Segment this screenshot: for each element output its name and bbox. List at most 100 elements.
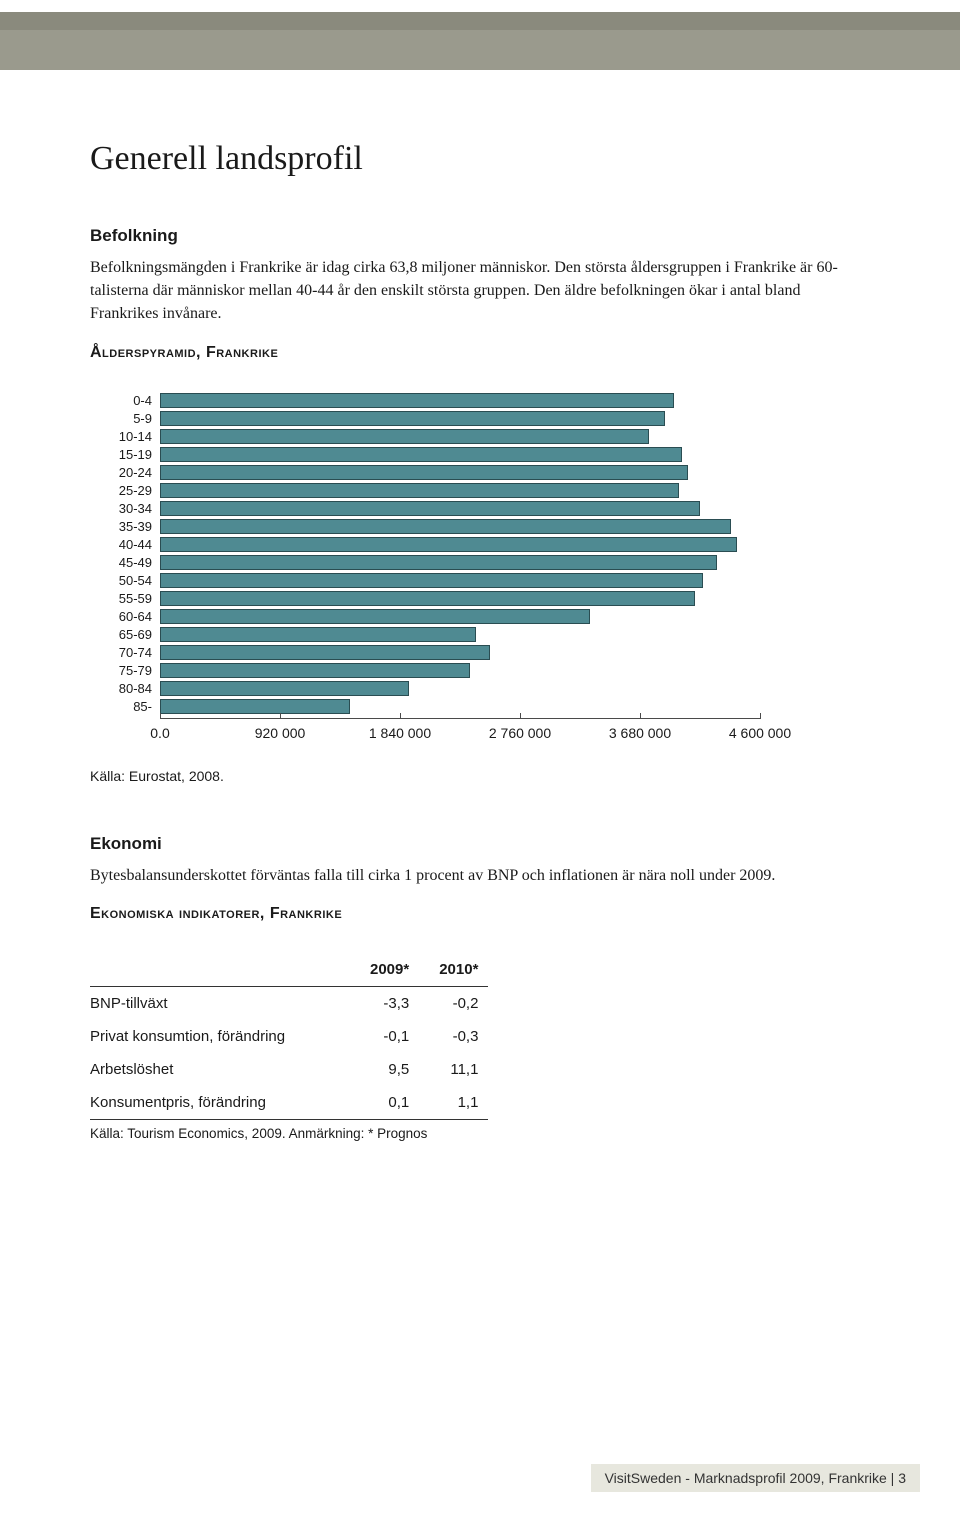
bar (160, 393, 674, 408)
table-row: Konsumentpris, förändring0,11,1 (90, 1086, 488, 1120)
axis-tick-label: 2 760 000 (489, 725, 551, 741)
bar (160, 537, 737, 552)
bar-row: 45-49 (160, 554, 790, 572)
bar (160, 681, 409, 696)
bar-row: 5-9 (160, 410, 790, 428)
bar-category-label: 20-24 (90, 464, 152, 482)
table-cell: 11,1 (419, 1053, 488, 1086)
axis-tick-label: 1 840 000 (369, 725, 431, 741)
bar-category-label: 45-49 (90, 554, 152, 572)
bar (160, 663, 470, 678)
befolkning-text: Befolkningsmängden i Frankrike är idag c… (90, 256, 870, 326)
bar-row: 60-64 (160, 608, 790, 626)
table-row: BNP-tillväxt-3,3-0,2 (90, 986, 488, 1020)
axis-tick (280, 713, 281, 719)
header-band (0, 12, 960, 70)
bar-row: 80-84 (160, 680, 790, 698)
bar-category-label: 15-19 (90, 446, 152, 464)
axis-tick-label: 4 600 000 (729, 725, 791, 741)
table-cell: -0,2 (419, 986, 488, 1020)
bar-row: 30-34 (160, 500, 790, 518)
bar-row: 65-69 (160, 626, 790, 644)
bar-category-label: 35-39 (90, 518, 152, 536)
bar (160, 591, 695, 606)
bar-row: 50-54 (160, 572, 790, 590)
bar (160, 483, 679, 498)
bar (160, 645, 490, 660)
axis-tick-label: 3 680 000 (609, 725, 671, 741)
bar-row: 10-14 (160, 428, 790, 446)
bar (160, 429, 649, 444)
bar-row: 15-19 (160, 446, 790, 464)
table-cell: 9,5 (350, 1053, 419, 1086)
table-header-cell (90, 953, 350, 987)
econ-table-note: Källa: Tourism Economics, 2009. Anmärkni… (90, 1126, 870, 1141)
bar (160, 465, 688, 480)
bar-category-label: 65-69 (90, 626, 152, 644)
bar-row: 20-24 (160, 464, 790, 482)
bar-row: 40-44 (160, 536, 790, 554)
age-pyramid-chart: 0-45-910-1415-1920-2425-2930-3435-3940-4… (90, 392, 870, 758)
table-header-cell: 2009* (350, 953, 419, 987)
bar-category-label: 60-64 (90, 608, 152, 626)
bar-category-label: 85- (90, 698, 152, 716)
axis-tick (160, 713, 161, 719)
table-cell: Arbetslöshet (90, 1053, 350, 1086)
bar (160, 627, 476, 642)
bar (160, 573, 703, 588)
bar-category-label: 5-9 (90, 410, 152, 428)
bar (160, 519, 731, 534)
bar-row: 55-59 (160, 590, 790, 608)
bar-category-label: 10-14 (90, 428, 152, 446)
bar-category-label: 55-59 (90, 590, 152, 608)
table-cell: -0,3 (419, 1020, 488, 1053)
header-band-stripe (0, 12, 960, 30)
table-row: Arbetslöshet9,511,1 (90, 1053, 488, 1086)
bar-category-label: 50-54 (90, 572, 152, 590)
ekonomi-text: Bytesbalansunderskottet förväntas falla … (90, 864, 870, 887)
bar-category-label: 25-29 (90, 482, 152, 500)
bar-row: 25-29 (160, 482, 790, 500)
page-content: Generell landsprofil Befolkning Befolkni… (0, 70, 960, 1141)
page-footer: VisitSweden - Marknadsprofil 2009, Frank… (591, 1464, 920, 1492)
pyramid-heading: Ålderspyramid, Frankrike (90, 344, 870, 362)
table-cell: BNP-tillväxt (90, 986, 350, 1020)
bar-category-label: 30-34 (90, 500, 152, 518)
bar-category-label: 40-44 (90, 536, 152, 554)
table-cell: Konsumentpris, förändring (90, 1086, 350, 1120)
bar-row: 85- (160, 698, 790, 716)
bar-category-label: 75-79 (90, 662, 152, 680)
bar (160, 609, 590, 624)
axis-tick-label: 0.0 (150, 725, 169, 741)
table-cell: -3,3 (350, 986, 419, 1020)
table-cell: -0,1 (350, 1020, 419, 1053)
table-cell: 1,1 (419, 1086, 488, 1120)
befolkning-heading: Befolkning (90, 226, 870, 246)
econ-table-heading: Ekonomiska indikatorer, Frankrike (90, 905, 870, 923)
table-row: Privat konsumtion, förändring-0,1-0,3 (90, 1020, 488, 1053)
bar-category-label: 70-74 (90, 644, 152, 662)
bar (160, 501, 700, 516)
pyramid-source: Källa: Eurostat, 2008. (90, 768, 870, 784)
bar-row: 0-4 (160, 392, 790, 410)
bar-category-label: 80-84 (90, 680, 152, 698)
bar-row: 75-79 (160, 662, 790, 680)
axis-tick (400, 713, 401, 719)
bar-category-label: 0-4 (90, 392, 152, 410)
table-cell: 0,1 (350, 1086, 419, 1120)
page-title: Generell landsprofil (90, 140, 870, 178)
bar-row: 70-74 (160, 644, 790, 662)
axis-tick (520, 713, 521, 719)
econ-indicators-table: 2009*2010* BNP-tillväxt-3,3-0,2Privat ko… (90, 953, 488, 1120)
table-cell: Privat konsumtion, förändring (90, 1020, 350, 1053)
bar (160, 411, 665, 426)
ekonomi-heading: Ekonomi (90, 834, 870, 854)
table-header-cell: 2010* (419, 953, 488, 987)
axis-tick (760, 713, 761, 719)
axis-tick (640, 713, 641, 719)
bar-row: 35-39 (160, 518, 790, 536)
bar (160, 555, 717, 570)
bar (160, 699, 350, 714)
bar (160, 447, 682, 462)
axis-tick-label: 920 000 (255, 725, 306, 741)
